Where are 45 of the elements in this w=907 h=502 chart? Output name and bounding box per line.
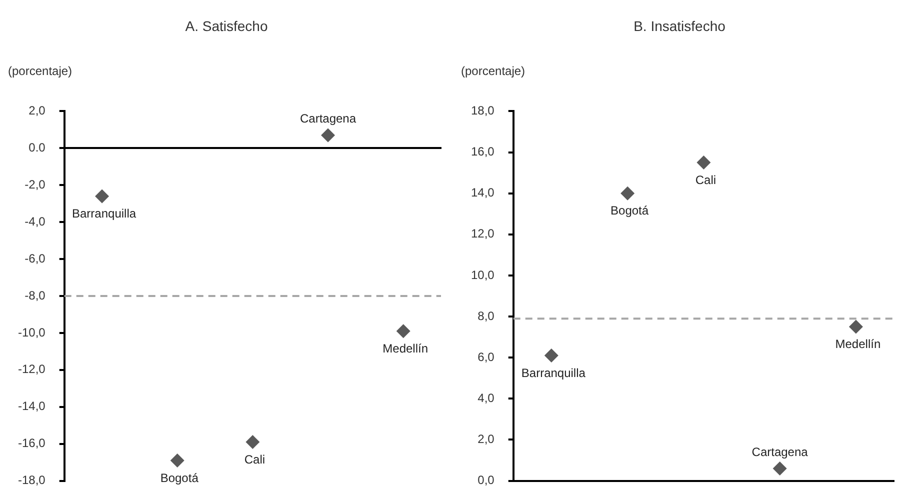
point <box>848 320 863 334</box>
y-tick-label: -10,0 <box>18 325 46 340</box>
y-tick-label: 2,0 <box>478 432 495 446</box>
y-tick-label: 10,0 <box>470 268 495 282</box>
chart-title: B. Insatisfecho <box>632 18 726 34</box>
series-label: Medellín <box>835 337 881 352</box>
series-label: Cali <box>695 172 716 187</box>
y-tick-label: -12,0 <box>18 362 46 376</box>
point <box>544 348 558 363</box>
point <box>620 186 635 200</box>
y-tick-label: -4,0 <box>24 214 46 228</box>
point <box>696 156 711 170</box>
point <box>246 434 260 449</box>
series-label: Bogotá <box>610 204 649 218</box>
y-tick-label: -18,0 <box>18 473 46 488</box>
y-tick-label: -2,0 <box>24 177 46 192</box>
point <box>772 461 787 476</box>
point <box>95 189 110 204</box>
point <box>396 324 410 338</box>
y-tick-label: 6,0 <box>478 350 495 364</box>
y-tick-label: 8,0 <box>478 308 495 323</box>
series-label: Medellín <box>382 341 428 356</box>
y-tick-label: 4,0 <box>478 390 495 405</box>
series-label: Barranquilla <box>521 366 586 380</box>
y-tick-label: -6,0 <box>24 251 46 266</box>
y-tick-label: 18,0 <box>470 104 495 118</box>
y-tick-label: -16,0 <box>18 436 46 450</box>
point <box>321 128 336 142</box>
chart-title: A. Satisfecho <box>184 18 269 34</box>
series-label: Cartagena <box>300 112 356 126</box>
series-label: Barranquilla <box>72 206 136 221</box>
series-label: Cali <box>244 452 266 466</box>
y-tick-label: -14,0 <box>18 399 46 414</box>
y-axis-title: (porcentaje) <box>461 64 526 78</box>
y-tick-label: -8,0 <box>24 288 46 302</box>
y-tick-label: 16,0 <box>470 144 495 159</box>
y-tick-label: 2,0 <box>28 104 46 118</box>
y-tick-label: 12,0 <box>470 226 495 241</box>
series-label: Cartagena <box>752 444 808 459</box>
point <box>170 453 184 468</box>
y-tick-label: 14,0 <box>470 186 495 200</box>
series-label: Bogotá <box>160 470 199 485</box>
y-axis-title: (porcentaje) <box>8 64 72 78</box>
y-tick-label: 0.0 <box>28 140 46 154</box>
y-tick-label: 0,0 <box>478 473 495 488</box>
